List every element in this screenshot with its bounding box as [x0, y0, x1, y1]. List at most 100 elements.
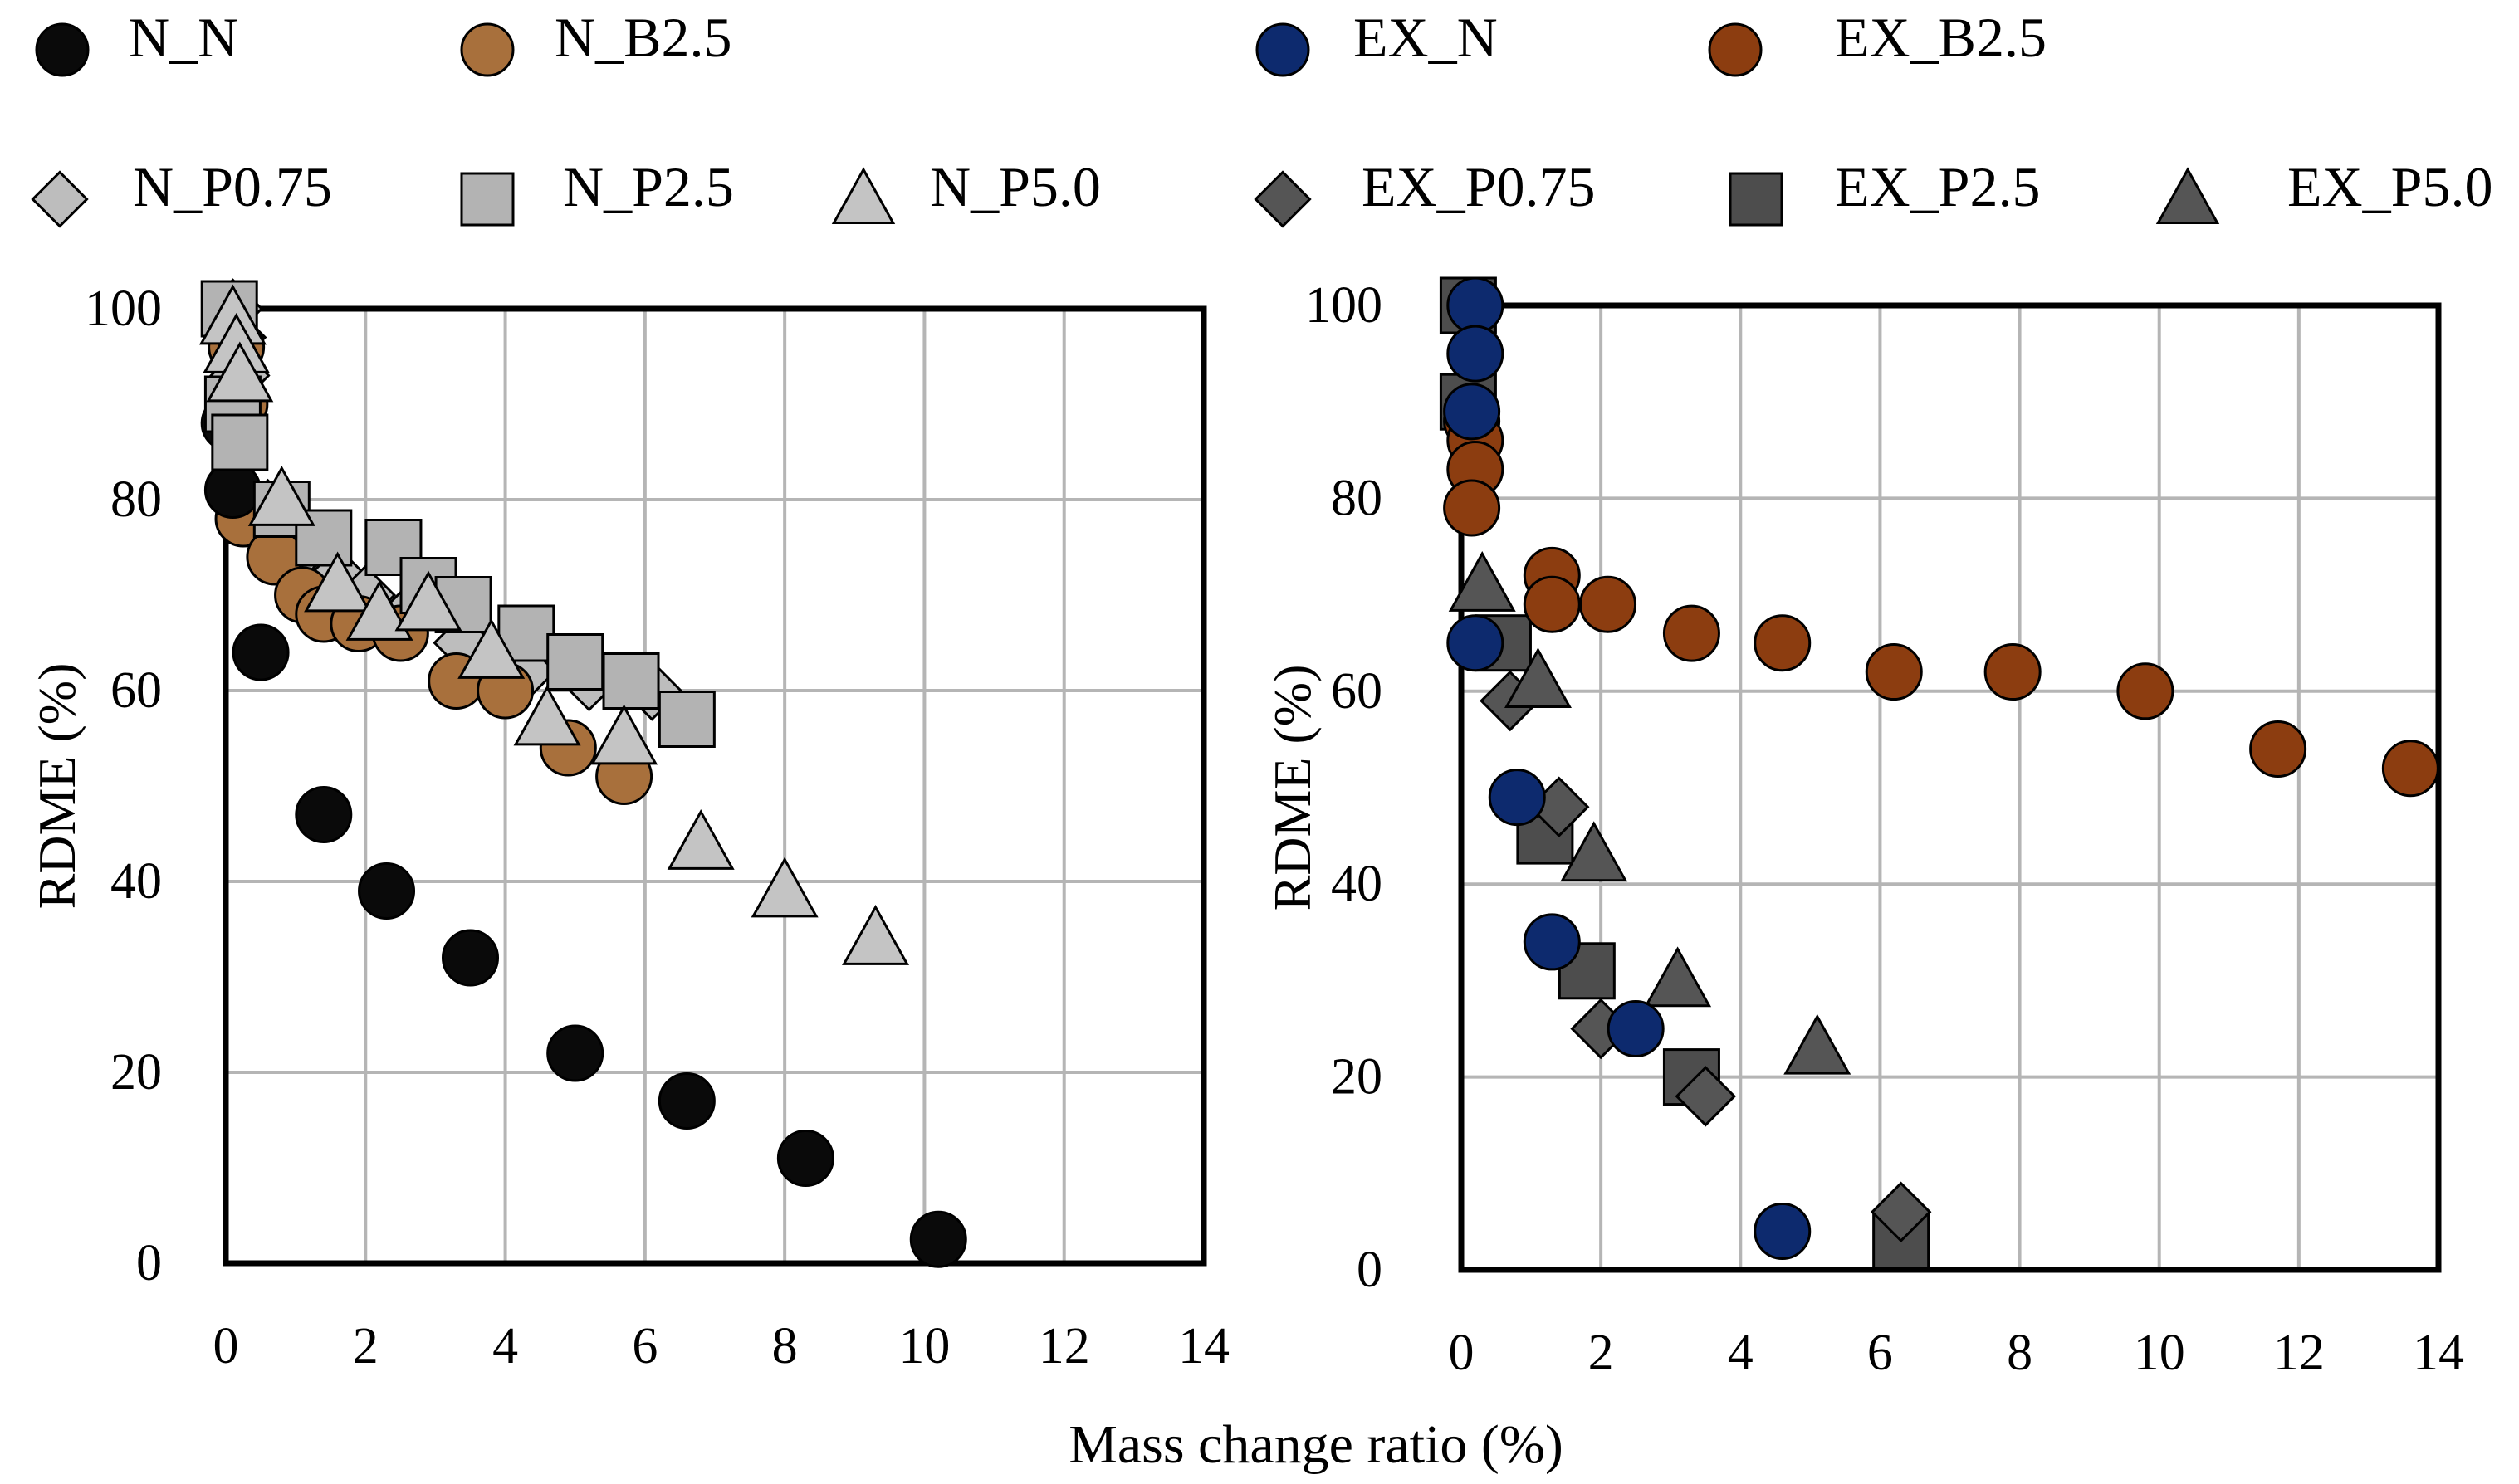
y-tick-label: 60 [1331, 663, 1382, 720]
point-ex-p5-0 [1644, 946, 1712, 1008]
legend-marker-ex-p2-5 [1729, 172, 1783, 227]
legend-label-n-p5-0: N_P5.0 [930, 155, 1101, 218]
legend-label-n-p2-5: N_P2.5 [563, 155, 734, 218]
point-n-n [232, 623, 290, 681]
point-ex-p5-0 [1783, 1013, 1851, 1075]
y-tick-label: 100 [85, 281, 162, 337]
y-tick-label: 20 [110, 1044, 162, 1101]
x-tick-label: 8 [772, 1318, 798, 1374]
x-tick-label: 14 [2413, 1325, 2464, 1381]
x-tick-label: 12 [1039, 1318, 1090, 1374]
point-n-n [776, 1130, 834, 1187]
x-tick-label: 8 [2007, 1325, 2032, 1381]
series-n-p5-0 [198, 284, 910, 965]
y-tick-label: 40 [110, 853, 162, 910]
point-ex-b2-5 [2381, 740, 2439, 798]
point-n-p5-0 [345, 579, 413, 641]
point-ex-n [1523, 913, 1581, 971]
x-tick-label: 4 [1728, 1325, 1754, 1381]
legend-label-ex-n: EX_N [1353, 6, 1498, 69]
point-n-n [358, 862, 416, 920]
point-n-p5-0 [842, 904, 910, 965]
point-ex-n [1488, 769, 1546, 827]
y-tick-label: 0 [136, 1235, 162, 1291]
chart-left: 0 2 4 6 8 10 12 14 0 20 40 60 80 100 RDME (%) [27, 278, 1230, 1374]
x-tick-label: 10 [898, 1318, 950, 1374]
grid-right [1461, 305, 2438, 1270]
legend-label-n-b2-5: N_B2.5 [555, 6, 731, 69]
point-ex-n [1446, 614, 1504, 672]
point-n-p5-0 [247, 465, 315, 526]
legend-label-n-p0-75: N_P0.75 [133, 155, 332, 218]
point-ex-b2-5 [1579, 575, 1637, 633]
point-n-n [909, 1210, 967, 1268]
x-tick-label: 10 [2134, 1325, 2185, 1381]
point-ex-n [1446, 276, 1504, 334]
y-tick-label: 80 [1331, 470, 1382, 526]
point-n-p5-0 [513, 685, 581, 746]
x-tick-label: 14 [1178, 1318, 1230, 1374]
point-n-p5-0 [206, 341, 274, 403]
point-ex-n [1754, 1203, 1812, 1261]
x-tick-label: 12 [2273, 1325, 2325, 1381]
legend-label-ex-b2-5: EX_B2.5 [1835, 6, 2047, 69]
plot-frame-right [1458, 302, 2442, 1273]
point-ex-p5-0 [1560, 821, 1628, 882]
point-ex-p5-0 [1504, 647, 1572, 709]
legend-label-ex-p5-0: EX_P5.0 [2287, 155, 2492, 218]
x-tick-labels-left: 0 2 4 6 8 10 12 14 [213, 1318, 1230, 1374]
point-n-p2-5 [602, 652, 660, 710]
point-n-n [295, 786, 353, 843]
grid-left [226, 309, 1204, 1263]
x-tick-label: 6 [1867, 1325, 1893, 1381]
chart-right: 0 2 4 6 8 10 12 14 0 20 40 60 80 100 RDME (%) [1263, 276, 2465, 1381]
point-n-p5-0 [304, 551, 372, 613]
x-axis-label: Mass change ratio (%) [1069, 1414, 1563, 1475]
series-ex-p5-0 [1448, 550, 1851, 1075]
y-tick-label: 40 [1331, 856, 1382, 912]
point-ex-b2-5 [1523, 575, 1581, 633]
y-axis-label-left: RDME (%) [27, 663, 86, 910]
point-ex-b2-5 [1443, 479, 1501, 537]
legend-marker-ex-p0-75 [1254, 170, 1312, 228]
point-ex-b2-5 [1865, 643, 1923, 701]
x-tick-labels-right: 0 2 4 6 8 10 12 14 [1449, 1325, 2465, 1381]
point-n-p2-5 [546, 633, 604, 691]
x-tick-label: 2 [1588, 1325, 1614, 1381]
series-ex-b2-5 [1443, 392, 2439, 798]
point-n-n [658, 1072, 716, 1130]
x-tick-label: 2 [353, 1318, 379, 1374]
point-ex-b2-5 [2116, 662, 2174, 720]
x-tick-label: 4 [492, 1318, 518, 1374]
legend-marker-n-p2-5 [460, 172, 515, 227]
legend-marker-ex-p5-0 [2155, 167, 2220, 225]
point-ex-b2-5 [1662, 604, 1720, 662]
y-tick-label: 80 [110, 471, 162, 528]
point-n-p5-0 [590, 704, 658, 765]
point-ex-b2-5 [1754, 614, 1812, 672]
point-ex-n [1443, 383, 1501, 441]
point-ex-b2-5 [1983, 643, 2042, 701]
y-tick-label: 100 [1305, 277, 1382, 334]
point-n-n [442, 929, 499, 987]
legend: N_N N_B2.5 EX_N EX_B2.5 N_P0.75 N_P2.5 N_P5.0 E… [31, 6, 2492, 228]
legend-marker-ex-b2-5 [1708, 22, 1763, 77]
legend-marker-n-n [35, 22, 90, 77]
legend-label-ex-p0-75: EX_P0.75 [1362, 155, 1595, 218]
point-n-p5-0 [667, 808, 735, 870]
point-n-p5-0 [751, 857, 819, 918]
y-tick-label: 0 [1357, 1242, 1382, 1298]
point-n-p2-5 [658, 691, 716, 748]
legend-label-n-n: N_N [129, 6, 238, 69]
legend-label-ex-p2-5: EX_P2.5 [1835, 155, 2040, 218]
y-axis-label-right: RDME (%) [1263, 665, 1322, 911]
legend-marker-ex-n [1255, 22, 1310, 77]
point-ex-b2-5 [2249, 720, 2307, 779]
y-tick-label: 20 [1331, 1049, 1382, 1106]
legend-marker-n-p5-0 [831, 167, 896, 225]
plot-frame-left [223, 305, 1207, 1267]
point-ex-p5-0 [1448, 550, 1516, 612]
y-tick-labels-left: 0 20 40 60 80 100 [85, 281, 162, 1291]
legend-marker-n-b2-5 [460, 22, 515, 77]
